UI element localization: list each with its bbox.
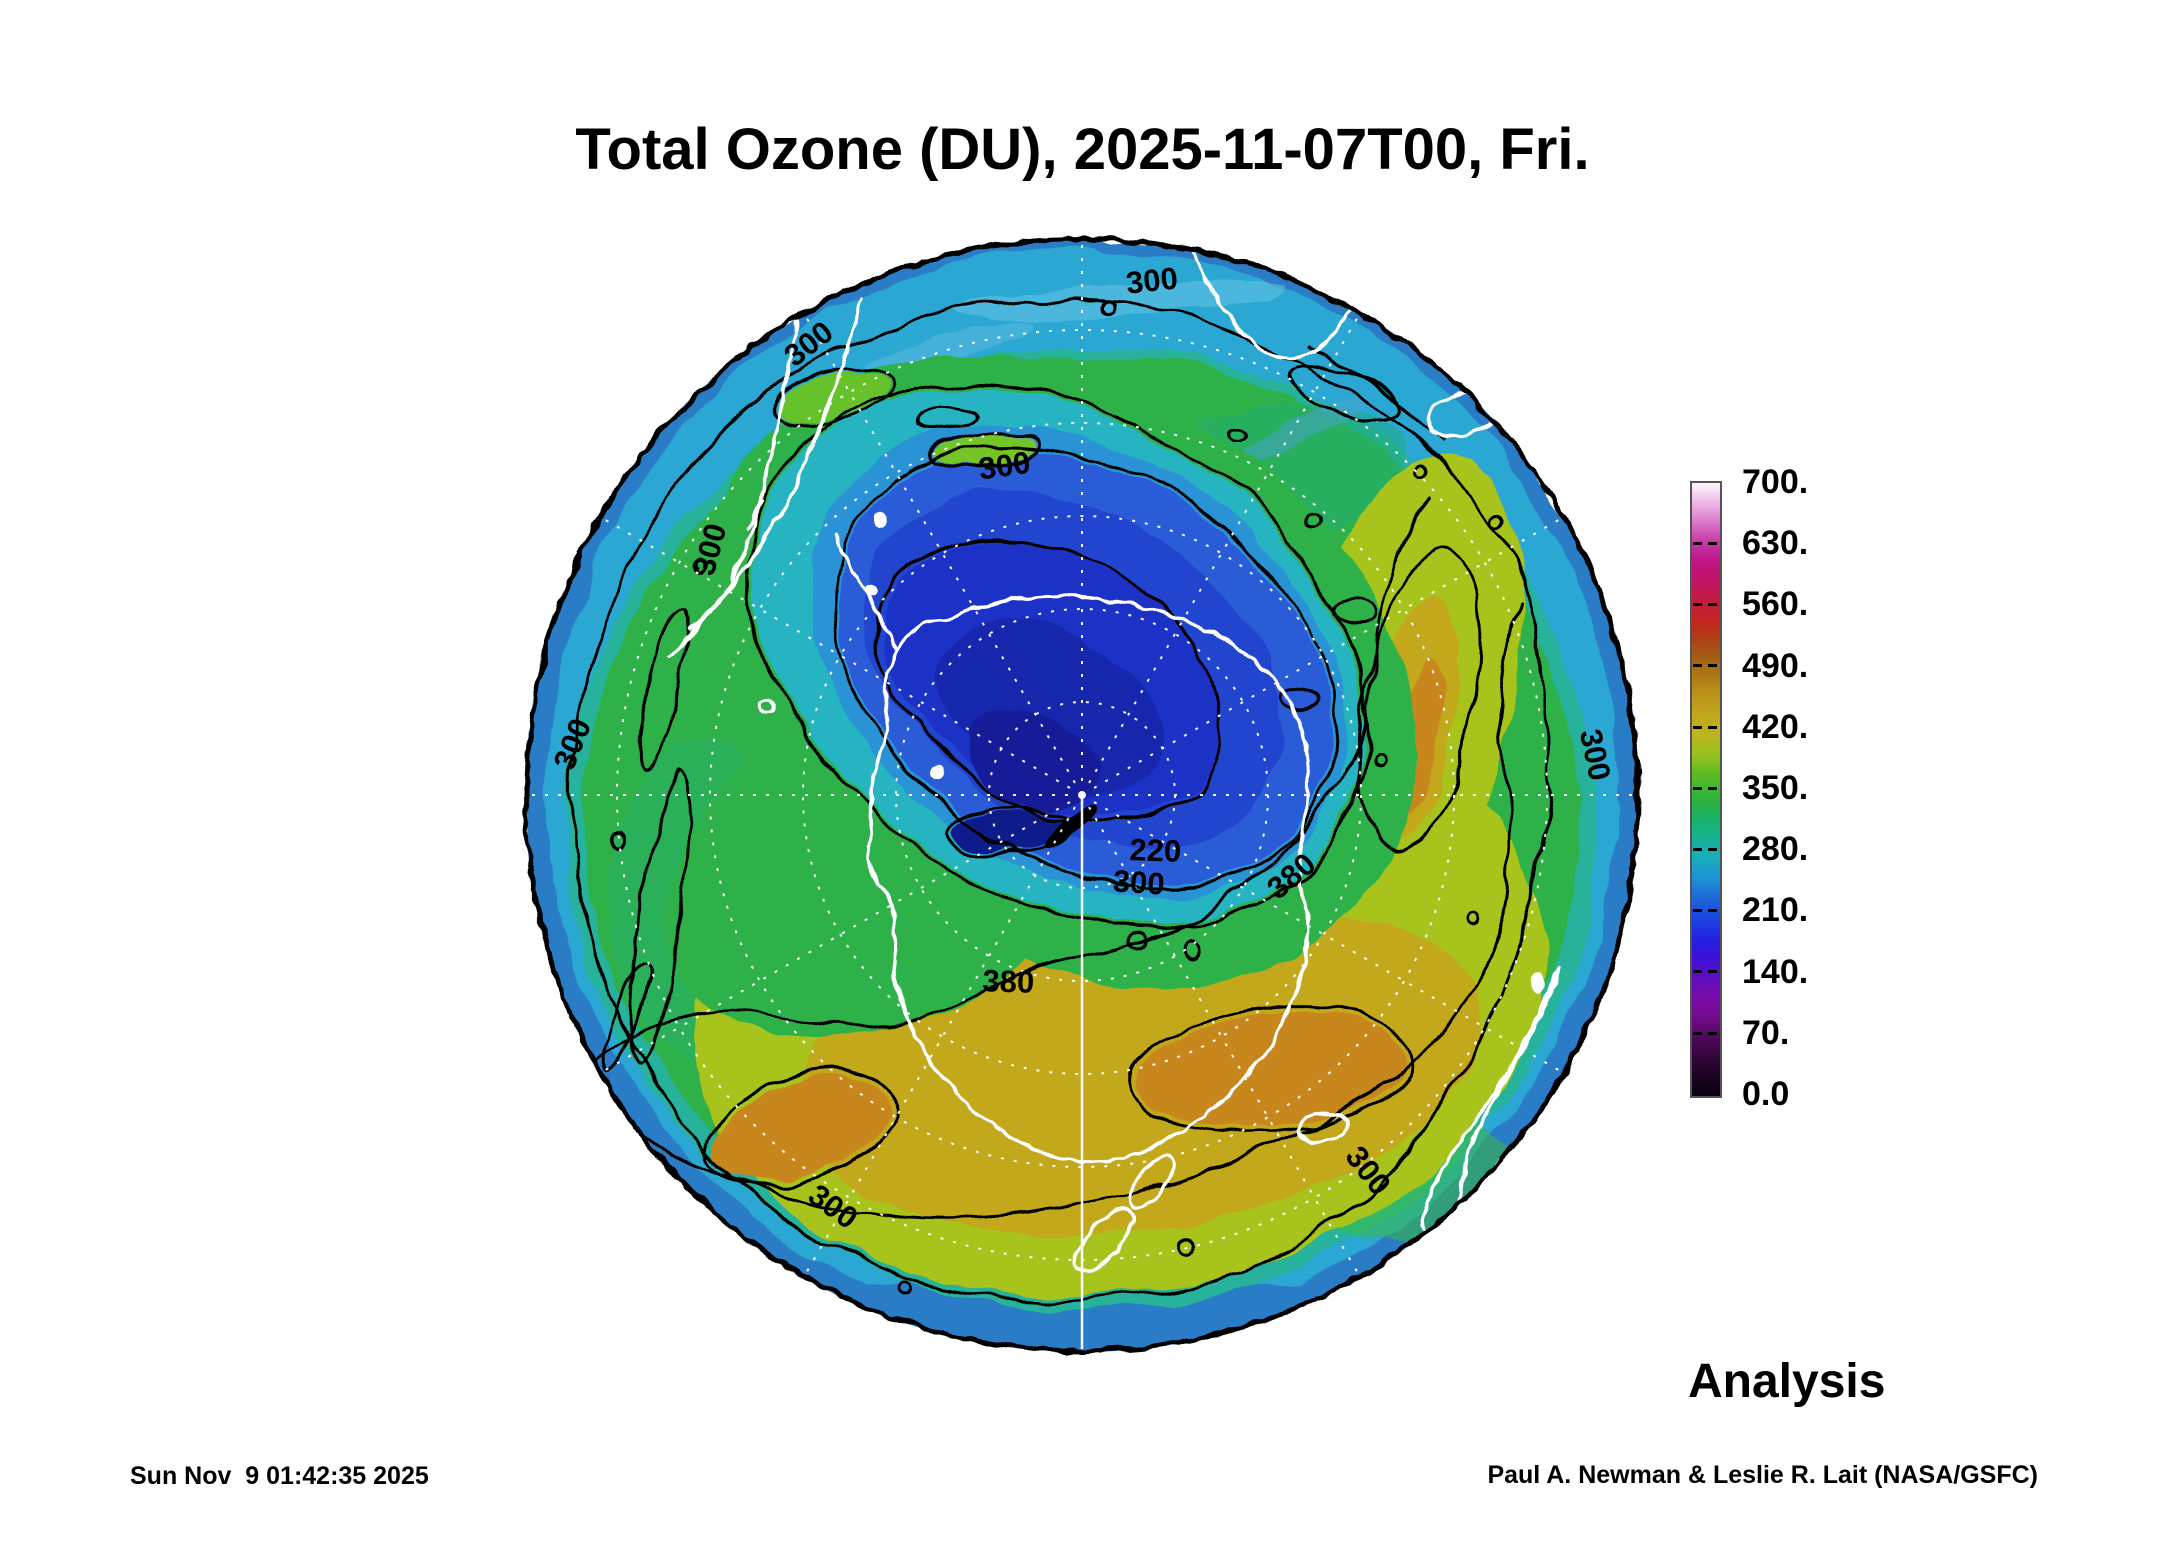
colorbar-label: 210. <box>1742 891 1809 929</box>
africa-coastline <box>1190 250 1357 360</box>
contour-lines <box>570 240 1551 1302</box>
page-title: Total Ozone (DU), 2025-11-07T00, Fri. <box>575 117 1590 182</box>
tasmania-coastline <box>1295 1111 1349 1145</box>
colorbar-label: 70. <box>1742 1014 1790 1052</box>
colorbar-label: 560. <box>1742 585 1809 623</box>
new-zealand-north-island <box>1128 1155 1176 1209</box>
colorbar-label: 140. <box>1742 953 1809 991</box>
contour-label: 220 <box>1129 832 1182 869</box>
antarctic-peninsula-coastline <box>833 533 900 650</box>
graticule <box>528 241 1636 1349</box>
antarctica-coastline <box>866 594 1310 1164</box>
south-pole-marker <box>1078 791 1086 799</box>
colorbar-label: 490. <box>1742 647 1809 685</box>
colorbar-label: 700. <box>1742 463 1809 501</box>
colorbar-label: 350. <box>1742 769 1809 807</box>
credit-line: Paul A. Newman & Leslie R. Lait (NASA/GS… <box>1487 1461 2038 1489</box>
contour-label: 300 <box>976 445 1032 487</box>
contour-label: 380 <box>982 963 1035 1000</box>
ozone-field-regions <box>525 238 1639 1352</box>
colorbar-label: 280. <box>1742 830 1809 868</box>
colorbar-label: 630. <box>1742 524 1809 562</box>
contour-label: 300 <box>1124 260 1179 300</box>
colorbar-label: 0.0 <box>1742 1075 1790 1113</box>
contour-label: 300 <box>1112 863 1166 902</box>
new-zealand-south-island <box>1072 1206 1136 1274</box>
plot-timestamp: Sun Nov 9 01:42:35 2025 <box>130 1462 429 1490</box>
map-disk-rim <box>523 236 1641 1354</box>
analysis-label: Analysis <box>1688 1355 1886 1408</box>
colorbar-label: 420. <box>1742 708 1809 746</box>
